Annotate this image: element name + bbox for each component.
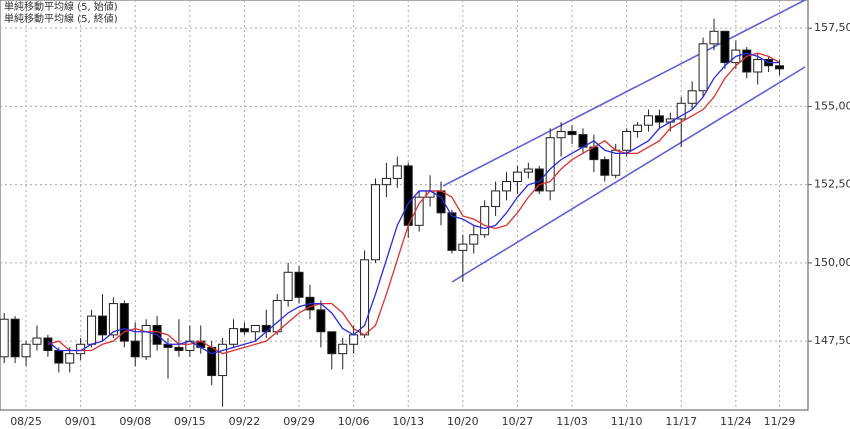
candle-body [720, 30, 730, 64]
candle-body [534, 168, 544, 192]
candle-body [87, 315, 97, 345]
candle-body [141, 324, 151, 358]
x-tick-label: 09/01 [65, 415, 97, 428]
x-tick-label: 11/10 [611, 415, 643, 428]
candle-body [742, 49, 752, 73]
legend-entry: 単純移動平均線 (5, 終値) [4, 12, 118, 25]
x-tick-label: 10/27 [502, 415, 534, 428]
candle-body [250, 324, 260, 333]
x-tick-label: 09/15 [174, 415, 206, 428]
candle-body [283, 271, 293, 301]
x-tick-label: 11/24 [720, 415, 752, 428]
candle-body [709, 30, 719, 45]
y-tick-label: 155,000 [814, 99, 850, 112]
candle-body [32, 337, 42, 345]
candle-body [349, 334, 359, 345]
ma-line [47, 52, 780, 355]
candle-body [753, 58, 763, 73]
candle-body [294, 271, 304, 298]
candle-body [458, 243, 468, 251]
x-tick-label: 08/25 [10, 415, 42, 428]
candle-body [687, 90, 697, 104]
candle-body [643, 115, 653, 126]
candle-body [622, 130, 632, 151]
y-tick-label: 147,500 [814, 334, 850, 347]
candle-body [403, 165, 413, 226]
y-tick-label: 157,500 [814, 21, 850, 34]
x-tick-label: 09/08 [119, 415, 151, 428]
candle-body [698, 43, 708, 92]
candle-body [54, 350, 64, 364]
candle-body [676, 102, 686, 120]
candle-body [239, 328, 249, 333]
candle-body [21, 343, 31, 358]
candle-body [381, 177, 391, 186]
candle-body [545, 137, 555, 192]
candle-body [392, 165, 402, 179]
x-tick-label: 10/20 [447, 415, 479, 428]
candle-body [556, 130, 566, 139]
candle-body [491, 190, 501, 208]
channel-lower [451, 66, 806, 283]
candle-body [414, 196, 424, 226]
candle-body [469, 234, 479, 245]
x-tick-label: 11/03 [556, 415, 588, 428]
candle-body [633, 124, 643, 132]
legend-entry: 単純移動平均線 (5, 始値) [4, 0, 118, 13]
x-tick-label: 09/29 [283, 415, 315, 428]
labels: 147,500 150,000 152,500 155,000 157,500 08/25… [4, 0, 850, 428]
candle-body [338, 343, 348, 355]
candle-body [370, 184, 380, 261]
candle-body [480, 206, 490, 236]
ma-line [47, 52, 780, 355]
channel-upper [442, 0, 806, 187]
candle-body [174, 346, 184, 352]
candle-body [775, 65, 785, 70]
x-tick-label: 09/22 [229, 415, 261, 428]
candle-body [512, 171, 522, 183]
candle-body [65, 353, 75, 364]
candle-body [229, 328, 239, 345]
candle-body [327, 331, 337, 355]
candle-body [130, 340, 140, 358]
candle-body [567, 130, 577, 136]
x-tick-label: 10/13 [392, 415, 424, 428]
candle-body [108, 303, 118, 336]
marks [0, 18, 785, 407]
x-tick-label: 10/06 [338, 415, 370, 428]
candle-body [10, 318, 20, 358]
y-tick-label: 150,000 [814, 256, 850, 269]
candle-body [218, 343, 228, 377]
candle-body [97, 315, 107, 336]
candle-body [119, 303, 129, 342]
candle-body [0, 318, 9, 358]
y-tick-label: 152,500 [814, 178, 850, 191]
candle-body [654, 115, 664, 123]
candle-body [447, 212, 457, 251]
x-tick-label: 11/29 [764, 415, 796, 428]
candle-body [523, 168, 533, 173]
candle-body [502, 181, 512, 192]
candle-body [316, 309, 326, 333]
candle-body [272, 299, 282, 333]
candle-body [600, 159, 610, 176]
x-tick-label: 11/17 [665, 415, 697, 428]
